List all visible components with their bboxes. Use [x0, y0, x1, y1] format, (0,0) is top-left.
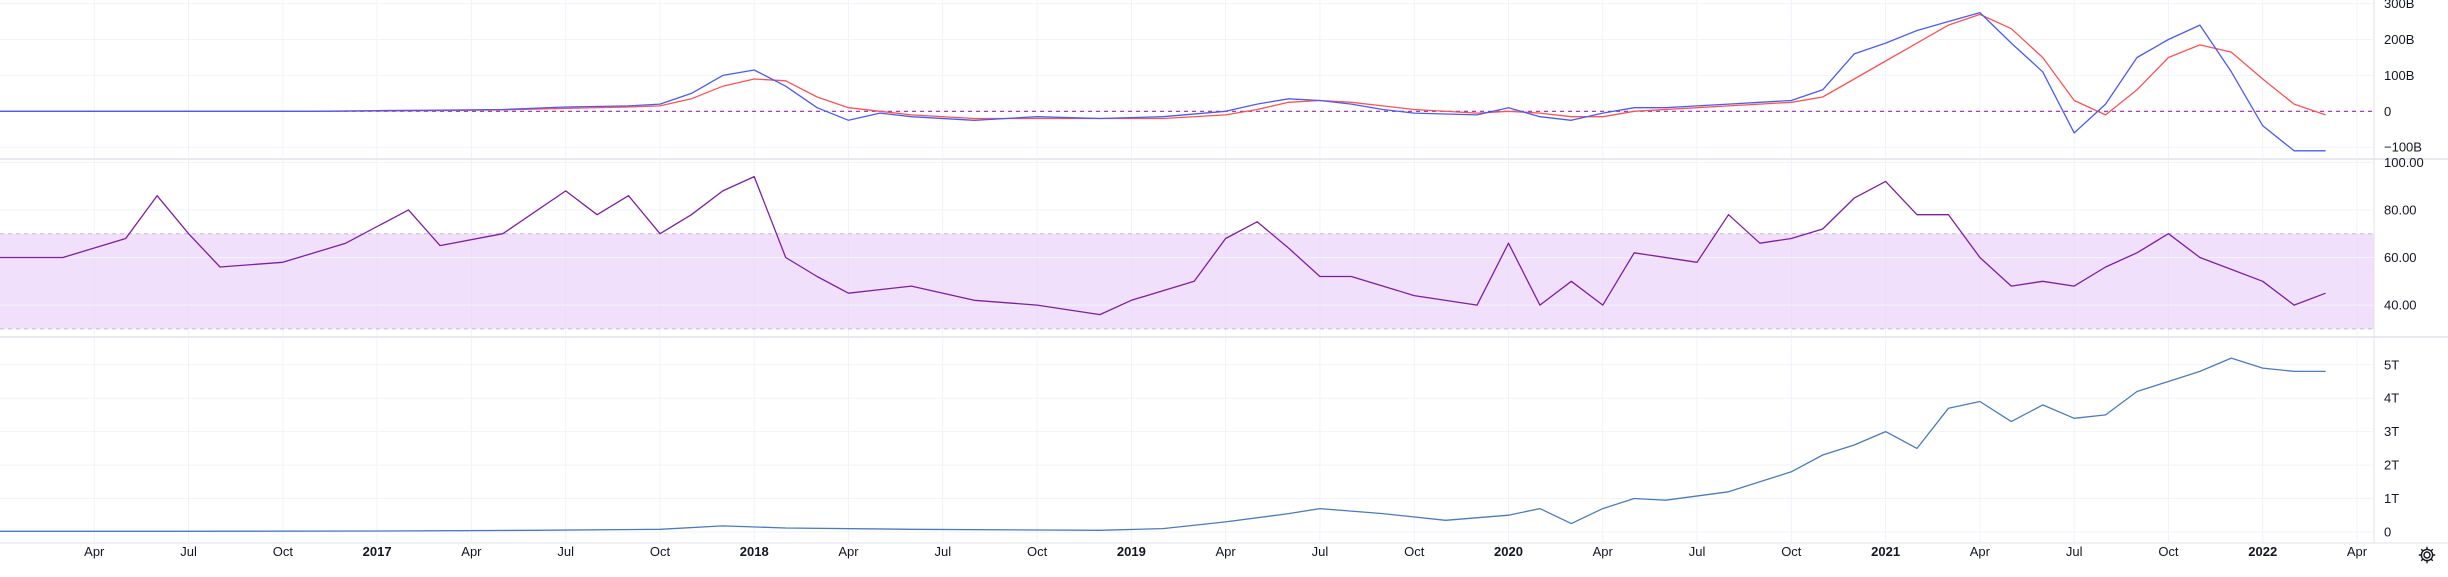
time-axis-label: Jul	[557, 544, 574, 559]
time-axis-label: 2019	[1117, 544, 1146, 559]
time-axis-label: Jul	[1312, 544, 1329, 559]
time-axis-label: Oct	[273, 544, 294, 559]
time-axis-label: Oct	[1781, 544, 1802, 559]
time-axis-label: Apr	[1970, 544, 1991, 559]
rsi-band	[0, 234, 2374, 329]
time-axis-label: 2022	[2248, 544, 2277, 559]
time-axis-label: Jul	[2066, 544, 2083, 559]
time-axis-label: Apr	[2347, 544, 2368, 559]
value-tick-label: 1T	[2384, 491, 2399, 506]
gear-icon-graphic	[2417, 545, 2437, 565]
value-tick-label: 0	[2384, 524, 2391, 539]
macd-tick-label: −100B	[2384, 140, 2422, 155]
time-axis-label: 2021	[1871, 544, 1900, 559]
time-axis-label: 2020	[1494, 544, 1523, 559]
gear-icon[interactable]	[2416, 544, 2438, 566]
rsi-tick-label: 80.00	[2384, 202, 2417, 217]
rsi-tick-label: 40.00	[2384, 298, 2417, 313]
time-axis-label: Jul	[180, 544, 197, 559]
macd-tick-label: 0	[2384, 104, 2391, 119]
value-tick-label: 3T	[2384, 424, 2399, 439]
time-axis-label: Jul	[934, 544, 951, 559]
time-axis-label: Jul	[1689, 544, 1706, 559]
time-axis-label: Oct	[2158, 544, 2179, 559]
time-axis-label: Oct	[650, 544, 671, 559]
time-axis-label: 2017	[363, 544, 392, 559]
time-axis-label: Apr	[84, 544, 105, 559]
value-tick-label: 5T	[2384, 357, 2399, 372]
time-axis-label: Apr	[1593, 544, 1614, 559]
rsi-tick-label: 60.00	[2384, 250, 2417, 265]
macd-tick-label: 300B	[2384, 0, 2414, 11]
time-axis-label: Oct	[1404, 544, 1425, 559]
macd-tick-label: 200B	[2384, 32, 2414, 47]
macd-tick-label: 100B	[2384, 68, 2414, 83]
value-tick-label: 4T	[2384, 391, 2399, 406]
value-tick-label: 2T	[2384, 458, 2399, 473]
time-axis-label: Apr	[838, 544, 859, 559]
time-axis-label: 2018	[740, 544, 769, 559]
time-axis-label: Oct	[1027, 544, 1048, 559]
time-axis-label: Apr	[1216, 544, 1237, 559]
rsi-tick-label: 100.00	[2384, 155, 2424, 170]
time-axis-label: Apr	[461, 544, 482, 559]
